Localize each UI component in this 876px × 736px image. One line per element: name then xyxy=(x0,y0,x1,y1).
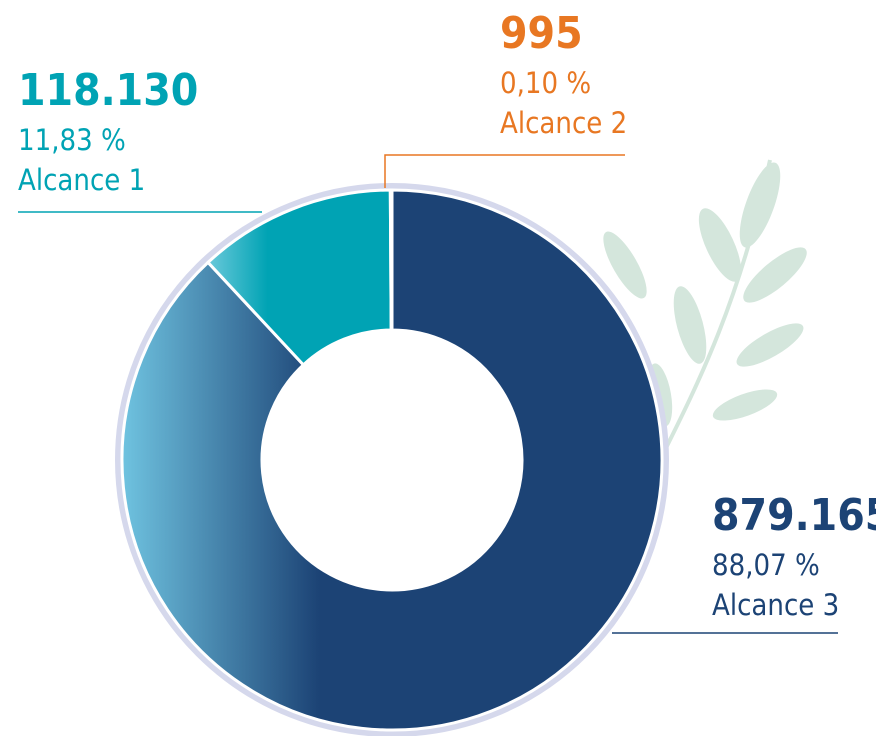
value-label: 118.130 xyxy=(18,65,198,116)
percentage-label: 88,07 % xyxy=(712,548,820,582)
category-label: Alcance 3 xyxy=(712,588,839,622)
percentage-label: 11,83 % xyxy=(18,123,126,157)
donut-slice xyxy=(120,188,664,732)
leader-line xyxy=(384,154,625,188)
category-label: Alcance 2 xyxy=(500,106,627,140)
outer-ring xyxy=(115,183,669,736)
category-label: Alcance 1 xyxy=(18,163,145,197)
leaves-decoration xyxy=(603,159,807,461)
value-label: 879.165 xyxy=(712,490,876,541)
value-label: 995 xyxy=(500,8,583,59)
donut-slice xyxy=(388,188,394,332)
percentage-label: 0,10 % xyxy=(500,66,591,100)
